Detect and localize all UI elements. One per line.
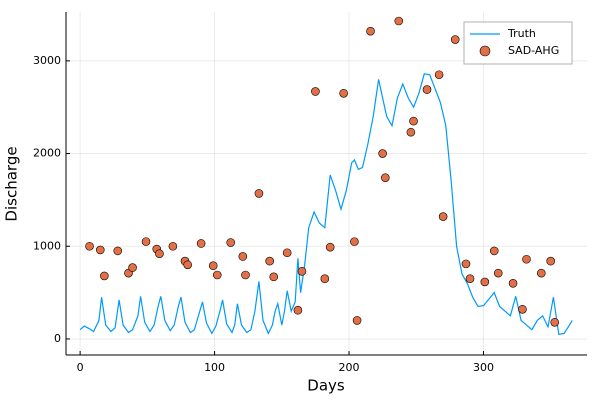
- x-tick-label: 0: [77, 361, 84, 374]
- scatter-point: [208, 261, 218, 271]
- scatter-point: [352, 316, 362, 325]
- scatter-point: [536, 268, 546, 278]
- scatter-point: [238, 252, 248, 261]
- scatter-point: [100, 271, 109, 281]
- truth-line: [79, 73, 573, 335]
- scatter-point: [141, 237, 151, 246]
- legend-label: Truth: [507, 27, 536, 40]
- scatter-point: [282, 248, 292, 258]
- scatter-point: [183, 260, 192, 270]
- y-tick-label: 0: [54, 332, 61, 345]
- scatter-point: [438, 212, 448, 221]
- scatter-point: [293, 305, 303, 315]
- y-tick-label: 2000: [33, 147, 61, 160]
- scatter-point: [113, 246, 123, 256]
- scatter-point: [546, 256, 555, 266]
- scatter-point: [493, 268, 503, 278]
- x-axis-label: Days: [307, 377, 345, 395]
- scatter-point: [241, 270, 250, 280]
- scatter-point: [366, 26, 375, 36]
- scatter-point: [378, 149, 387, 158]
- x-tick-label: 100: [204, 361, 225, 374]
- scatter-point: [394, 16, 404, 26]
- x-tick-label: 300: [473, 361, 494, 374]
- scatter-point: [226, 238, 236, 247]
- scatter-point: [350, 237, 359, 246]
- scatter-point: [381, 173, 390, 182]
- scatter-point: [311, 87, 320, 96]
- scatter-point: [85, 241, 94, 251]
- scatter-point: [518, 304, 527, 314]
- scatter-point: [550, 317, 560, 327]
- scatter-point: [461, 259, 471, 269]
- scatter-point: [489, 246, 499, 256]
- scatter-point: [254, 189, 264, 198]
- scatter-point: [465, 274, 475, 284]
- legend-box: [463, 21, 573, 65]
- scatter-point: [422, 85, 432, 94]
- scatter-point: [128, 263, 137, 272]
- y-tick-label: 3000: [33, 54, 61, 67]
- legend-swatch: [479, 45, 491, 57]
- x-tick-label: 200: [339, 361, 360, 374]
- scatter-point: [522, 254, 531, 264]
- scatter-point: [450, 35, 460, 44]
- scatter-point: [168, 241, 178, 251]
- y-axis-label: Discharge: [3, 146, 21, 221]
- scatter-point: [434, 70, 444, 80]
- scatter-point: [265, 256, 274, 266]
- scatter-point: [320, 274, 330, 284]
- scatter-point: [95, 245, 105, 255]
- scatter-point: [212, 270, 222, 280]
- scatter-point: [155, 249, 164, 258]
- scatter-point: [508, 279, 518, 288]
- scatter-point: [325, 242, 335, 252]
- scatter-point: [480, 277, 490, 287]
- scatter-point: [269, 272, 279, 282]
- legend-label: SAD-AHG: [508, 44, 559, 57]
- y-tick-label: 1000: [33, 239, 61, 252]
- scatter-point: [406, 127, 416, 137]
- scatter-point: [196, 239, 206, 248]
- scatter-point: [297, 266, 307, 276]
- scatter-point: [409, 116, 418, 126]
- scatter-point: [339, 89, 348, 98]
